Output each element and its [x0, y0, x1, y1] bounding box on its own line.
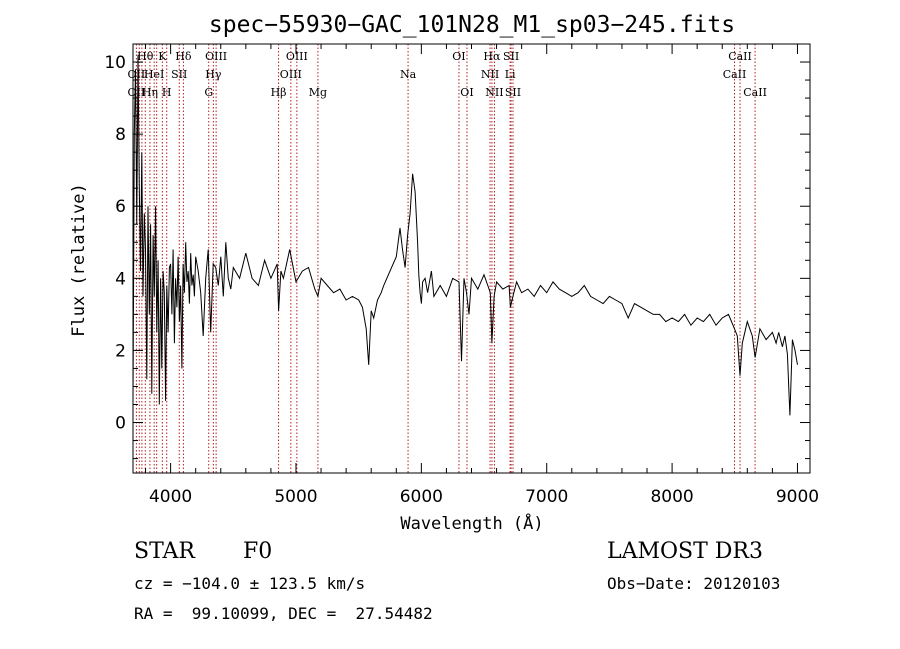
line-label: OII [128, 68, 146, 81]
plot-frame [132, 43, 811, 474]
line-label: Hθ [137, 50, 154, 63]
x-tick-label: 6000 [400, 487, 443, 507]
line-label: OI [460, 86, 473, 99]
line-label: Na [400, 68, 417, 81]
line-label: Hδ [175, 50, 192, 63]
line-label: OIII [280, 68, 302, 81]
line-label: G [204, 86, 213, 99]
y-tick-labels: 0 2 4 6 8 10 [104, 53, 126, 434]
observation-date: Obs−Date: 20120103 [607, 574, 781, 593]
redshift-velocity: cz = −104.0 ± 123.5 km/s [134, 574, 366, 593]
y-tick-label: 6 [115, 197, 126, 217]
y-tick-label: 4 [115, 269, 126, 289]
line-label: NII [481, 68, 499, 81]
object-class: STAR [134, 539, 195, 564]
line-label: CaII [723, 68, 747, 81]
line-label: OIII [286, 50, 308, 63]
object-subclass: F0 [243, 539, 273, 564]
spectrum-line [132, 54, 798, 416]
axis-ticks [133, 44, 810, 473]
line-label: Hη [142, 86, 158, 99]
line-label: OI [452, 50, 465, 63]
x-tick-label: 4000 [149, 487, 192, 507]
x-tick-label: 8000 [650, 487, 693, 507]
y-tick-label: 0 [115, 414, 126, 434]
line-label: HeI [144, 68, 164, 81]
y-tick-label: 8 [115, 125, 126, 145]
survey-name: LAMOST DR3 [607, 539, 763, 564]
line-label: Li [505, 68, 516, 81]
line-label: SII [505, 86, 521, 99]
ra-dec-coordinates: RA = 99.10099, DEC = 27.54482 [134, 604, 433, 623]
emission-line-markers [135, 44, 756, 473]
x-tick-label: 7000 [525, 487, 568, 507]
line-label: Hγ [205, 68, 222, 81]
y-axis-label: Flux (relative) [69, 183, 89, 337]
y-tick-label: 2 [115, 341, 126, 361]
line-label: K [158, 50, 167, 63]
line-label: OII [128, 86, 146, 99]
chart-title: spec−55930−GAC_101N28_M1_sp03−245.fits [209, 12, 735, 38]
x-tick-label: 5000 [274, 487, 317, 507]
line-label: OIII [205, 50, 227, 63]
x-tick-label: 9000 [776, 487, 819, 507]
line-label: Hβ [271, 86, 287, 99]
line-label: CaII [743, 86, 767, 99]
line-label: H [162, 86, 172, 99]
y-tick-label: 10 [104, 53, 126, 73]
line-label: Hα [483, 50, 501, 63]
x-axis-label: Wavelength (Å) [400, 512, 543, 534]
line-label: NII [485, 86, 503, 99]
line-label: SII [171, 68, 187, 81]
line-label: Mg [309, 86, 327, 99]
emission-line-labels: OII OII Hθ Hη HeI K H SII Hδ G Hγ OIII Hβ OIII OIII Mg N… [128, 50, 767, 99]
line-label: CaII [728, 50, 752, 63]
line-label: SII [503, 50, 519, 63]
x-tick-labels: 4000 5000 6000 7000 8000 9000 [149, 487, 819, 507]
